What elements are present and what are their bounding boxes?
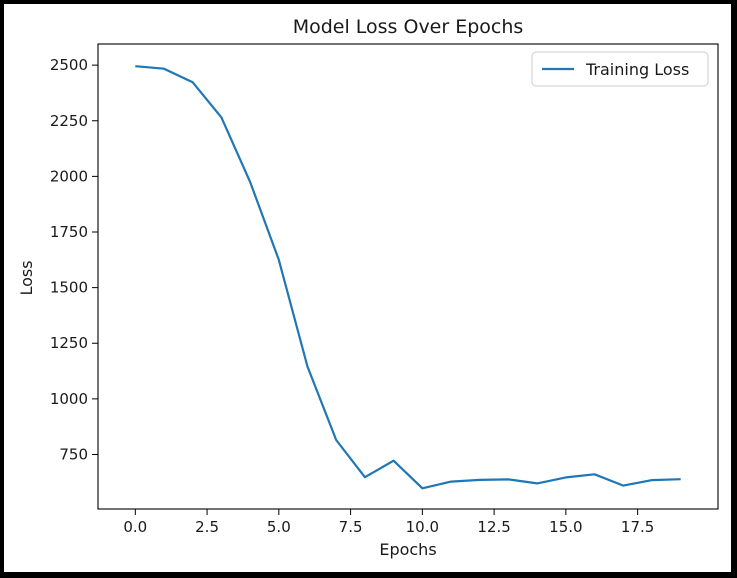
y-tick-label: 750 <box>59 445 88 463</box>
series-line-training-loss <box>135 65 681 490</box>
y-tick-label: 2500 <box>50 56 88 74</box>
x-tick-label: 12.5 <box>477 518 510 536</box>
legend-label: Training Loss <box>585 60 689 79</box>
x-tick-label: 0.0 <box>123 518 147 536</box>
y-tick-label: 1000 <box>50 390 88 408</box>
y-tick-label: 1750 <box>50 223 88 241</box>
y-tick-label: 2250 <box>50 112 88 130</box>
loss-chart: Model Loss Over Epochs 0.0 2.5 5.0 7.5 10.0 1… <box>17 16 719 559</box>
chart-title: Model Loss Over Epochs <box>293 16 524 38</box>
x-tick-label: 2.5 <box>195 518 219 536</box>
x-axis-title: Epochs <box>379 540 436 559</box>
x-tick-label: 15.0 <box>549 518 582 536</box>
y-tick-label: 2000 <box>50 167 88 185</box>
x-tick-label: 7.5 <box>339 518 363 536</box>
y-axis-title: Loss <box>17 260 36 295</box>
x-tick-label: 5.0 <box>267 518 291 536</box>
y-tick-label: 1500 <box>50 279 88 297</box>
x-tick-label: 17.5 <box>621 518 654 536</box>
y-tick-label: 1250 <box>50 334 88 352</box>
plot-frame <box>97 43 719 510</box>
plot-area: 0.0 2.5 5.0 7.5 10.0 12.5 15.0 17.5 750 1000 1250 1… <box>50 43 719 536</box>
chart-frame: Model Loss Over Epochs 0.0 2.5 5.0 7.5 10.0 1… <box>4 4 731 572</box>
x-tick-label: 10.0 <box>406 518 439 536</box>
legend-box <box>531 51 709 87</box>
